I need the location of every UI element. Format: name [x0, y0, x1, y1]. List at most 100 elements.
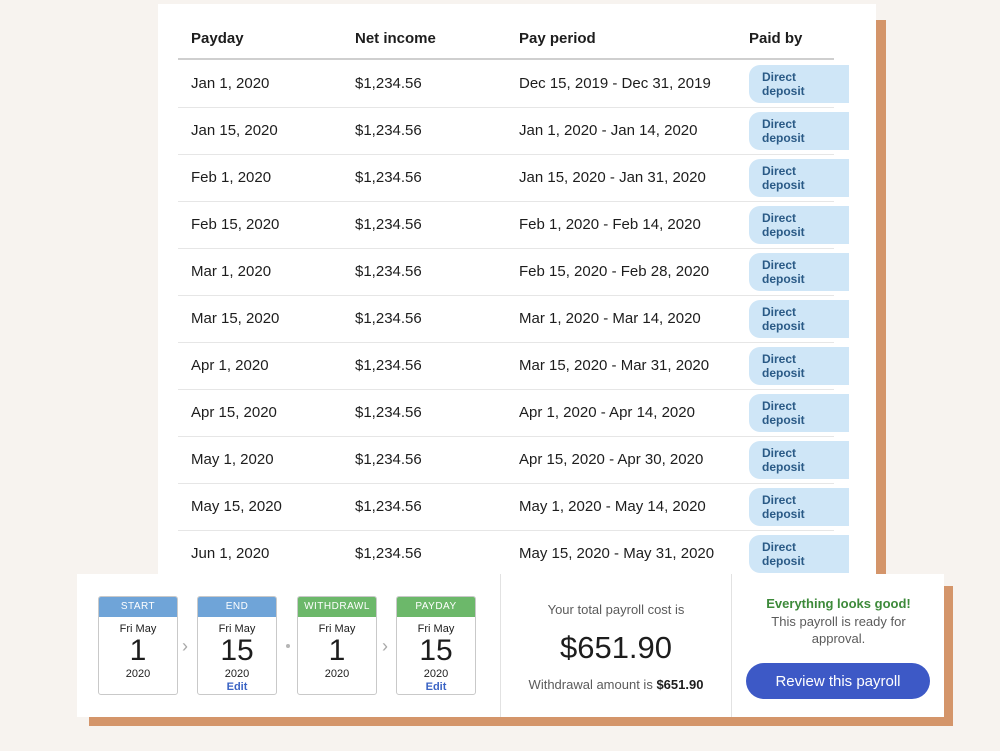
table-header: Payday Net income Pay period Paid by [178, 18, 834, 60]
end-date-card[interactable]: END Fri May 15 2020 Edit [197, 596, 277, 695]
payday-date-dow: Fri May [417, 623, 455, 635]
withdrawl-date-year: 2020 [324, 668, 350, 680]
row-paid-by: Direct deposit [749, 154, 849, 201]
table-row: May 1, 2020 $1,234.56 Apr 15, 2020 - Apr 3… [178, 436, 849, 484]
row-net-income: $1,234.56 [355, 498, 422, 515]
total-cost-label: Your total payroll cost is [547, 602, 685, 617]
end-date-day: 15 [220, 634, 254, 667]
header-payday: Payday [191, 29, 244, 47]
row-pay-period: Apr 1, 2020 - Apr 14, 2020 [519, 404, 695, 421]
start-date-dow: Fri May [119, 623, 157, 635]
row-net-income: $1,234.56 [355, 75, 422, 92]
chevron-right-icon: › [382, 636, 388, 656]
table-row: Feb 15, 2020 $1,234.56 Feb 1, 2020 - Feb 1… [178, 201, 849, 249]
header-net-income: Net income [355, 29, 436, 47]
paid-by-badge: Direct deposit [749, 393, 849, 432]
payday-date-label: PAYDAY [397, 597, 475, 617]
header-pay-period: Pay period [519, 29, 596, 47]
row-paid-by: Direct deposit [749, 107, 849, 154]
payroll-summary-panel: START Fri May 1 2020 › END Fri May 15 20… [77, 574, 944, 717]
table-row: Jan 15, 2020 $1,234.56 Jan 1, 2020 - Jan 1… [178, 107, 849, 155]
row-paid-by: Direct deposit [749, 436, 849, 483]
row-payday: Apr 1, 2020 [191, 357, 269, 374]
row-paid-by: Direct deposit [749, 201, 849, 248]
paid-by-badge: Direct deposit [749, 111, 849, 150]
table-row: Apr 15, 2020 $1,234.56 Apr 1, 2020 - Apr 1… [178, 389, 849, 437]
table-row: Mar 15, 2020 $1,234.56 Mar 1, 2020 - Mar 1… [178, 295, 849, 343]
row-payday: Feb 1, 2020 [191, 169, 272, 186]
row-net-income: $1,234.56 [355, 310, 422, 327]
payday-date-year: 2020 [423, 668, 449, 680]
chevron-right-icon: › [182, 636, 188, 656]
end-date-label: END [198, 597, 276, 617]
row-paid-by: Direct deposit [749, 342, 849, 389]
table-row: Jan 1, 2020 $1,234.56 Dec 15, 2019 - Dec 3… [178, 60, 849, 108]
paid-by-badge: Direct deposit [749, 158, 849, 197]
row-net-income: $1,234.56 [355, 122, 422, 139]
row-pay-period: Feb 15, 2020 - Feb 28, 2020 [519, 263, 710, 280]
paid-by-badge: Direct deposit [749, 346, 849, 385]
row-paid-by: Direct deposit [749, 60, 849, 107]
start-date-card[interactable]: START Fri May 1 2020 [98, 596, 178, 695]
divider [500, 574, 501, 717]
row-pay-period: Feb 1, 2020 - Feb 14, 2020 [519, 216, 701, 233]
row-net-income: $1,234.56 [355, 263, 422, 280]
row-net-income: $1,234.56 [355, 404, 422, 421]
row-pay-period: Mar 15, 2020 - Mar 31, 2020 [519, 357, 710, 374]
row-pay-period: May 15, 2020 - May 31, 2020 [519, 545, 715, 562]
row-paid-by: Direct deposit [749, 389, 849, 436]
end-date-edit-link[interactable]: Edit [226, 681, 248, 693]
row-payday: Jan 1, 2020 [191, 75, 270, 92]
dot-separator-icon [286, 644, 290, 648]
row-net-income: $1,234.56 [355, 169, 422, 186]
row-pay-period: Apr 15, 2020 - Apr 30, 2020 [519, 451, 704, 468]
paid-by-badge: Direct deposit [749, 299, 849, 338]
start-date-year: 2020 [125, 668, 151, 680]
table-row: Mar 1, 2020 $1,234.56 Feb 15, 2020 - Feb 2… [178, 248, 849, 296]
row-payday: Jun 1, 2020 [191, 545, 270, 562]
paid-by-badge: Direct deposit [749, 440, 849, 479]
withdrawl-date-dow: Fri May [318, 623, 356, 635]
payday-date-edit-link[interactable]: Edit [425, 681, 447, 693]
end-date-dow: Fri May [218, 623, 256, 635]
row-pay-period: Jan 1, 2020 - Jan 14, 2020 [519, 122, 698, 139]
row-pay-period: Jan 15, 2020 - Jan 31, 2020 [519, 169, 706, 186]
divider [731, 574, 732, 717]
approval-status-title: Everything looks good! [766, 596, 911, 611]
row-payday: Feb 15, 2020 [191, 216, 280, 233]
paid-by-badge: Direct deposit [749, 205, 849, 244]
row-paid-by: Direct deposit [749, 530, 849, 577]
row-pay-period: May 1, 2020 - May 14, 2020 [519, 498, 706, 515]
row-net-income: $1,234.56 [355, 545, 422, 562]
withdrawl-date-card[interactable]: WITHDRAWL Fri May 1 2020 [297, 596, 377, 695]
row-pay-period: Dec 15, 2019 - Dec 31, 2019 [519, 75, 711, 92]
row-payday: Mar 15, 2020 [191, 310, 280, 327]
table-row: May 15, 2020 $1,234.56 May 1, 2020 - May 1… [178, 483, 849, 531]
row-paid-by: Direct deposit [749, 248, 849, 295]
row-payday: Mar 1, 2020 [191, 263, 272, 280]
withdrawal-amount: Withdrawal amount is $651.90 [501, 677, 731, 692]
withdrawal-amount-label: Withdrawal amount is [528, 677, 653, 692]
header-paid-by: Paid by [749, 29, 803, 47]
end-date-year: 2020 [224, 668, 250, 680]
row-paid-by: Direct deposit [749, 295, 849, 342]
paid-by-badge: Direct deposit [749, 534, 849, 573]
total-cost-value: $651.90 [559, 630, 673, 665]
pay-history-table: Payday Net income Pay period Paid by Jan… [158, 4, 876, 594]
row-pay-period: Mar 1, 2020 - Mar 14, 2020 [519, 310, 701, 327]
payday-date-card[interactable]: PAYDAY Fri May 15 2020 Edit [396, 596, 476, 695]
start-date-label: START [99, 597, 177, 617]
table-row: Jun 1, 2020 $1,234.56 May 15, 2020 - May 3… [178, 530, 849, 578]
row-payday: Jan 15, 2020 [191, 122, 278, 139]
paid-by-badge: Direct deposit [749, 64, 849, 103]
review-payroll-button[interactable]: Review this payroll [746, 663, 930, 699]
paid-by-badge: Direct deposit [749, 252, 849, 291]
withdrawl-date-day: 1 [328, 634, 346, 667]
row-payday: Apr 15, 2020 [191, 404, 277, 421]
row-payday: May 15, 2020 [191, 498, 282, 515]
row-paid-by: Direct deposit [749, 483, 849, 530]
approval-status-text: This payroll is ready for approval. [771, 614, 906, 646]
start-date-day: 1 [129, 634, 147, 667]
withdrawal-amount-value: $651.90 [656, 677, 704, 692]
table-row: Apr 1, 2020 $1,234.56 Mar 15, 2020 - Mar 3… [178, 342, 849, 390]
